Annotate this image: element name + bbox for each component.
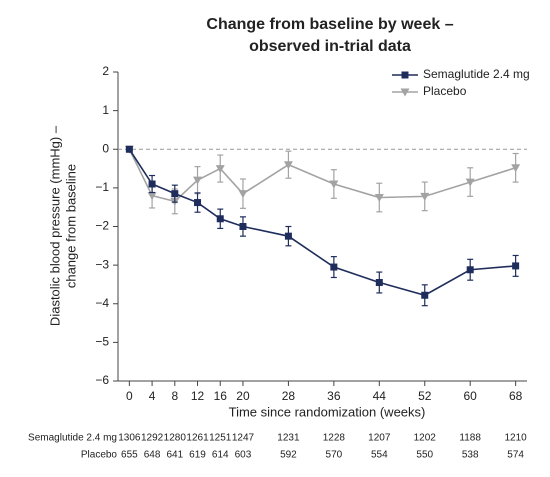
y-axis-label: change from baseline bbox=[63, 164, 78, 288]
risk-value: 1251 bbox=[209, 433, 232, 444]
risk-value: 1210 bbox=[505, 433, 528, 444]
risk-value: 641 bbox=[166, 450, 183, 461]
data-point bbox=[465, 178, 475, 187]
legend-label: Semaglutide 2.4 mg bbox=[423, 67, 530, 81]
series-line bbox=[128, 148, 516, 297]
data-point bbox=[420, 192, 430, 201]
risk-value: 1292 bbox=[141, 433, 164, 444]
risk-value: 1280 bbox=[164, 433, 187, 444]
series-line bbox=[128, 148, 516, 203]
x-tick-label: 8 bbox=[171, 389, 178, 403]
risk-value: 554 bbox=[371, 450, 388, 461]
risk-row-label: Placebo bbox=[81, 450, 118, 461]
data-point bbox=[238, 190, 248, 199]
data-point bbox=[375, 279, 383, 287]
x-tick-label: 60 bbox=[464, 389, 478, 403]
data-point bbox=[466, 266, 474, 274]
legend-marker bbox=[400, 88, 410, 97]
legend-marker bbox=[401, 71, 409, 79]
risk-value: 592 bbox=[280, 450, 297, 461]
data-point bbox=[239, 223, 247, 230]
risk-value: 1231 bbox=[277, 433, 300, 444]
chart-title: observed in-trial data bbox=[249, 38, 411, 55]
data-point bbox=[330, 263, 338, 271]
x-tick-label: 16 bbox=[214, 389, 228, 403]
y-axis-label: Diastolic blood pressure (mmHg) – bbox=[47, 125, 62, 326]
y-tick-label: −2 bbox=[95, 219, 109, 233]
risk-value: 1306 bbox=[118, 433, 141, 444]
risk-row-label: Semaglutide 2.4 mg bbox=[28, 433, 117, 444]
data-point bbox=[511, 164, 521, 173]
data-point bbox=[171, 190, 179, 198]
risk-value: 574 bbox=[507, 450, 524, 461]
risk-value: 1228 bbox=[323, 433, 346, 444]
risk-value: 1261 bbox=[186, 433, 209, 444]
x-tick-label: 68 bbox=[509, 389, 523, 403]
x-tick-label: 44 bbox=[373, 389, 387, 403]
legend-label: Placebo bbox=[423, 84, 467, 98]
data-point bbox=[194, 199, 202, 207]
data-point bbox=[216, 215, 224, 223]
chart-title: Change from baseline by week – bbox=[206, 16, 453, 33]
risk-value: 619 bbox=[189, 450, 206, 461]
y-tick-label: 2 bbox=[102, 64, 109, 78]
risk-value: 603 bbox=[235, 450, 252, 461]
y-tick-label: −3 bbox=[95, 257, 109, 271]
y-tick-label: −4 bbox=[95, 296, 109, 310]
y-tick-label: 1 bbox=[102, 103, 109, 117]
data-point bbox=[374, 194, 384, 203]
data-point bbox=[284, 232, 292, 240]
y-tick-label: −5 bbox=[95, 335, 109, 349]
data-point bbox=[148, 180, 156, 188]
risk-value: 1202 bbox=[414, 433, 437, 444]
y-axis-label: Diastolic blood pressure (mmHg) – change… bbox=[47, 125, 78, 326]
data-point bbox=[147, 192, 157, 201]
data-point bbox=[512, 262, 520, 270]
risk-value: 1207 bbox=[368, 433, 391, 444]
x-tick-label: 52 bbox=[418, 389, 432, 403]
x-tick-label: 20 bbox=[236, 389, 250, 403]
data-point bbox=[215, 165, 225, 174]
risk-value: 1188 bbox=[459, 433, 481, 444]
y-tick-label: −6 bbox=[95, 373, 109, 387]
risk-value: 655 bbox=[121, 450, 138, 461]
data-point bbox=[193, 176, 203, 185]
x-tick-label: 12 bbox=[191, 389, 205, 403]
risk-value: 1247 bbox=[232, 433, 255, 444]
risk-value: 614 bbox=[212, 450, 229, 461]
data-point bbox=[125, 145, 133, 153]
x-tick-label: 4 bbox=[149, 389, 156, 403]
risk-value: 550 bbox=[416, 450, 433, 461]
x-tick-label: 36 bbox=[327, 389, 341, 403]
y-tick-label: 0 bbox=[102, 141, 109, 155]
data-point bbox=[421, 291, 429, 299]
y-tick-label: −1 bbox=[95, 180, 109, 194]
data-point bbox=[283, 161, 293, 170]
risk-value: 538 bbox=[462, 450, 479, 461]
x-tick-label: 28 bbox=[282, 389, 296, 403]
x-tick-label: 0 bbox=[126, 389, 133, 403]
risk-value: 570 bbox=[326, 450, 343, 461]
data-point bbox=[329, 180, 339, 189]
x-axis-label: Time since randomization (weeks) bbox=[229, 404, 426, 419]
risk-value: 648 bbox=[144, 450, 161, 461]
